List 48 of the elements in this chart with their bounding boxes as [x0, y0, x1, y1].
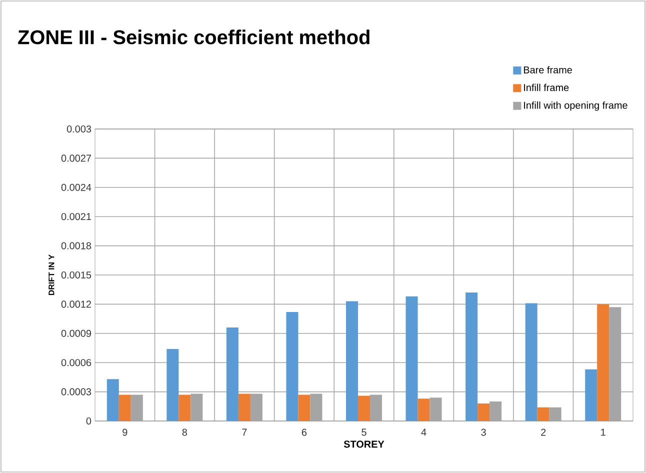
y-tick-label: 0	[86, 417, 92, 425]
bar	[478, 403, 490, 421]
y-tick-label: 0.0021	[61, 213, 91, 220]
chart-title: ZONE III - Seismic coefficient method	[18, 30, 370, 44]
bar	[286, 312, 298, 421]
x-tick-label: 2	[541, 428, 546, 436]
y-tick-label: 0.0018	[61, 242, 92, 250]
bar	[597, 304, 610, 421]
bar	[166, 348, 179, 421]
bar	[226, 328, 238, 421]
bar	[298, 394, 310, 421]
x-tick-label: 4	[421, 428, 426, 436]
y-tick-label: 0.0009	[61, 330, 92, 337]
bar	[370, 394, 382, 421]
bar	[525, 303, 538, 421]
bar	[358, 396, 370, 421]
bar	[418, 398, 430, 421]
bar	[346, 301, 358, 421]
y-tick-label: 0.003	[66, 125, 92, 133]
y-tick-label: 0.0024	[61, 184, 92, 191]
y-tick-label: 0.0006	[61, 359, 92, 366]
bar	[130, 394, 143, 421]
bar	[178, 394, 191, 421]
bar	[238, 394, 250, 421]
x-axis-title: STOREY	[344, 440, 384, 448]
bar	[430, 398, 442, 421]
y-tick-label: 0.0003	[61, 388, 92, 396]
x-tick-label: 7	[242, 428, 247, 436]
x-tick-label: 1	[601, 428, 606, 436]
bar	[106, 379, 119, 421]
y-tick-label: 0.0015	[61, 271, 92, 279]
legend-label: Infill frame	[524, 84, 569, 92]
y-tick-label: 0.0012	[61, 300, 91, 308]
y-tick-label: 0.0027	[61, 154, 91, 162]
x-tick-label: 8	[182, 428, 188, 436]
x-tick-label: 5	[362, 428, 366, 436]
bar	[118, 394, 131, 421]
bar	[466, 292, 478, 421]
legend-label: Bare frame	[524, 66, 572, 74]
bar	[549, 407, 562, 421]
bar	[406, 296, 418, 421]
bar	[585, 369, 598, 421]
bar	[490, 402, 502, 421]
x-tick-label: 6	[302, 428, 307, 436]
legend-label: Infill with opening frame	[524, 102, 628, 111]
x-tick-label: 3	[481, 428, 486, 436]
bar	[537, 407, 550, 421]
x-tick-label: 9	[122, 428, 128, 436]
